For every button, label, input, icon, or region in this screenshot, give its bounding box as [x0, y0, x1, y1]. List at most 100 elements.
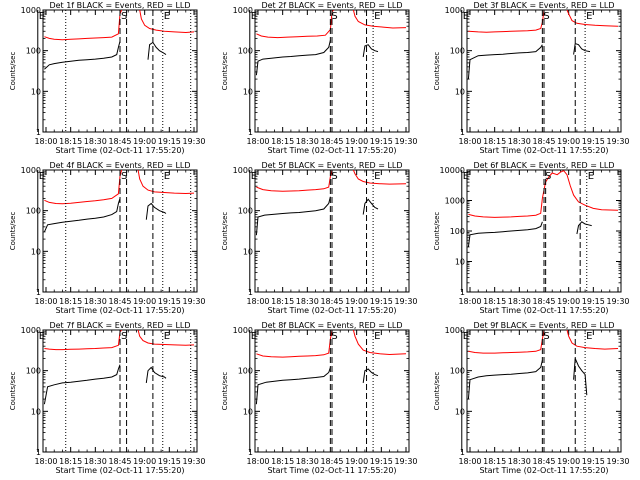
series-group: [255, 10, 407, 76]
marker-label: E: [463, 11, 469, 22]
y-tick-label: 10: [243, 407, 253, 416]
y-tick-label: 10: [243, 87, 253, 96]
marker-label: S: [331, 171, 337, 182]
panel-title: Det 4f BLACK = Events, RED = LLD: [49, 161, 190, 170]
x-tick-label: 18:30: [508, 457, 531, 466]
x-tick-label: 18:15: [59, 137, 82, 146]
y-tick-label: 1: [248, 288, 253, 297]
series-group: [467, 10, 619, 80]
y-tick-label: 1000: [233, 326, 253, 335]
series-line-lld: [44, 170, 123, 205]
x-axis-label: Start Time (02-Oct-11 17:55:20): [267, 146, 396, 155]
x-tick-label: 18:15: [483, 297, 506, 306]
x-tick-label: 18:45: [108, 457, 131, 466]
panel-title: Det 7f BLACK = Events, RED = LLD: [49, 321, 190, 330]
x-tick-label: 19:00: [345, 457, 368, 466]
marker-label: E: [374, 171, 380, 182]
y-axis-label: Counts/sec: [221, 212, 229, 251]
y-tick-label: 1000: [21, 166, 41, 175]
y-tick-label: 1: [248, 128, 253, 137]
y-tick-label: 10: [243, 247, 253, 256]
x-axis-label: Start Time (02-Oct-11 17:55:20): [55, 466, 184, 475]
x-tick-label: 19:00: [557, 457, 580, 466]
x-tick-label: 18:15: [59, 457, 82, 466]
x-tick-label: 18:30: [508, 297, 531, 306]
series-group: [43, 170, 195, 233]
y-tick-label: 1000: [233, 6, 253, 15]
x-tick-label: 18:00: [246, 297, 269, 306]
marker-label: E: [39, 11, 45, 22]
panel-title: Det 2f BLACK = Events, RED = LLD: [261, 1, 402, 10]
x-tick-label: 18:45: [320, 137, 343, 146]
y-tick-label: 100: [450, 367, 465, 376]
x-axis-label: Start Time (02-Oct-11 17:55:20): [479, 306, 608, 315]
y-tick-label: 10: [455, 407, 465, 416]
marker-label: S: [121, 11, 127, 22]
y-tick-label: 100: [450, 47, 465, 56]
y-tick-label: 10: [455, 87, 465, 96]
y-tick-label: 100: [238, 47, 253, 56]
series-line-lld: [139, 10, 195, 34]
marker-label: E: [251, 171, 257, 182]
series-line-events: [467, 360, 543, 400]
x-tick-label: 18:30: [84, 137, 107, 146]
series-line-events: [467, 44, 543, 80]
panel-title: Det 5f BLACK = Events, RED = LLD: [261, 161, 402, 170]
x-tick-label: 18:00: [458, 137, 481, 146]
x-tick-label: 18:00: [34, 457, 57, 466]
y-tick-label: 1: [248, 448, 253, 457]
marker-label: S: [543, 11, 549, 22]
y-tick-label: 1000: [445, 6, 465, 15]
series-line-events: [573, 42, 591, 55]
y-tick-label: 1000: [233, 166, 253, 175]
y-tick-label: 10: [455, 258, 465, 267]
marker-label: E: [164, 331, 170, 342]
series-line-events: [362, 198, 379, 215]
y-tick-label: 1000: [21, 326, 41, 335]
y-axis-label: Counts/sec: [433, 212, 441, 251]
marker-label: S: [121, 331, 127, 342]
series-line-lld: [468, 170, 619, 218]
series-group: [255, 170, 407, 236]
x-tick-label: 19:15: [582, 137, 605, 146]
series-line-events: [145, 202, 167, 220]
x-tick-label: 18:45: [320, 297, 343, 306]
x-tick-label: 18:30: [84, 297, 107, 306]
x-tick-label: 19:15: [158, 137, 181, 146]
x-tick-label: 19:15: [582, 457, 605, 466]
x-tick-label: 18:30: [296, 457, 319, 466]
x-tick-label: 18:30: [296, 137, 319, 146]
x-tick-label: 19:15: [370, 297, 393, 306]
series-line-lld: [468, 10, 545, 33]
marker-label: E: [39, 331, 45, 342]
x-tick-label: 19:00: [133, 137, 156, 146]
y-axis-label: Counts/sec: [433, 52, 441, 91]
x-tick-label: 18:00: [246, 137, 269, 146]
x-tick-label: 19:15: [158, 457, 181, 466]
marker-label: E: [374, 11, 380, 22]
marker-label: S: [545, 171, 551, 182]
x-tick-label: 19:30: [606, 457, 629, 466]
x-tick-label: 18:00: [246, 457, 269, 466]
y-tick-label: 1000: [21, 6, 41, 15]
panel-det-7: Det 7f BLACK = Events, RED = LLD 1 10 100 10…: [9, 321, 206, 475]
y-axis-label: Counts/sec: [9, 52, 17, 91]
x-tick-label: 19:15: [582, 297, 605, 306]
panel-title: Det 8f BLACK = Events, RED = LLD: [261, 321, 402, 330]
x-tick-label: 19:00: [345, 137, 368, 146]
x-tick-label: 19:30: [394, 297, 417, 306]
series-line-lld: [44, 330, 122, 351]
x-tick-label: 19:30: [394, 457, 417, 466]
x-tick-label: 18:15: [271, 137, 294, 146]
panel-det-8: Det 8f BLACK = Events, RED = LLD 1 10 100 10…: [221, 321, 418, 475]
series-line-events: [255, 196, 331, 236]
marker-label: S: [331, 331, 337, 342]
marker-label: E: [164, 171, 170, 182]
series-line-events: [145, 366, 167, 383]
y-tick-label: 100: [26, 367, 41, 376]
panel-det-5: Det 5f BLACK = Events, RED = LLD 1 10 100 10…: [221, 161, 418, 315]
marker-label: S: [121, 171, 127, 182]
panel-det-6: Det 6f BLACK = Events, RED = LLD 1 10 100 10…: [433, 161, 630, 315]
x-tick-label: 18:15: [483, 457, 506, 466]
